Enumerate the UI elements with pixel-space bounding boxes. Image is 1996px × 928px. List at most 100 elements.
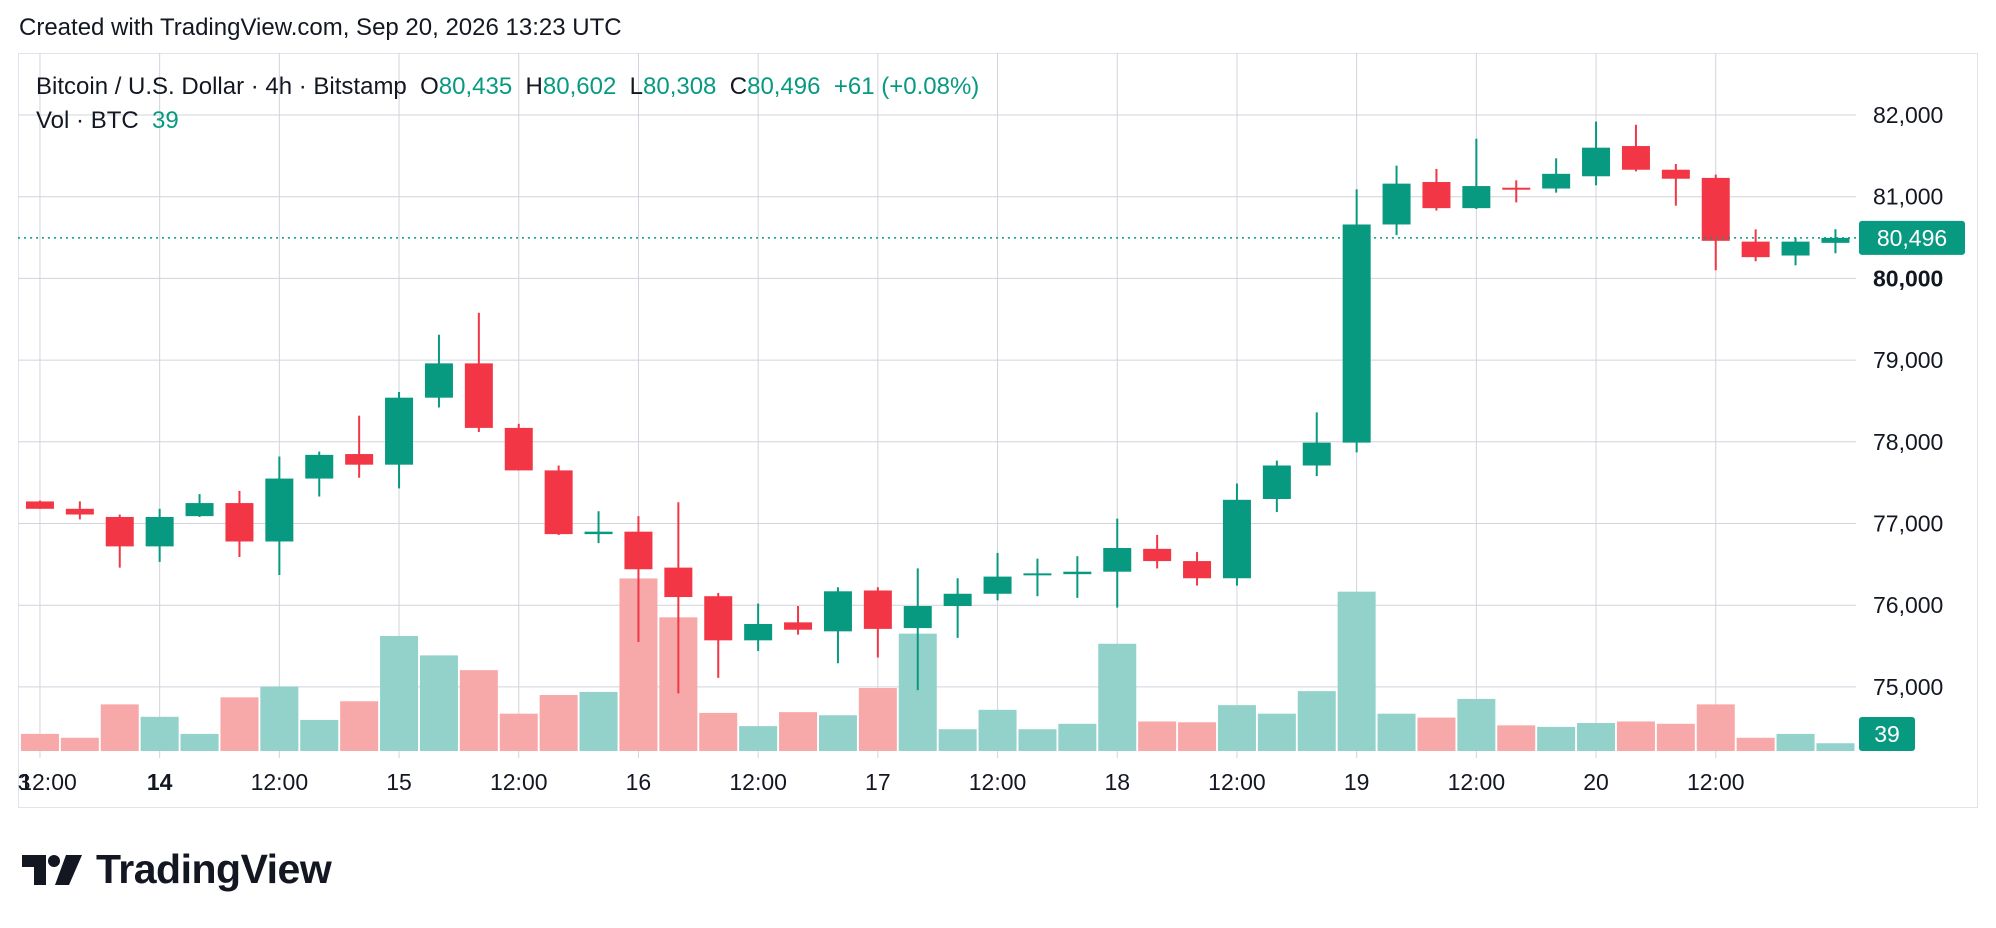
x-tick-label: 12:00 — [490, 769, 548, 795]
candle — [1382, 165, 1411, 236]
candle — [584, 511, 613, 544]
candle-body — [1661, 169, 1690, 179]
volume-bar — [180, 733, 219, 751]
chart-legend: Bitcoin / U.S. Dollar · 4h · Bitstamp O8… — [36, 70, 979, 138]
volume-bar — [978, 709, 1017, 751]
time-axis[interactable]: 312:00 14 12:00 15 12:00 16 12:00 17 12:00 18 12:0… — [18, 769, 1745, 795]
x-tick-label: 19 — [1344, 769, 1370, 795]
candle-body — [983, 576, 1012, 594]
y-tick-label: 81,000 — [1873, 184, 1943, 210]
volume-bar — [1457, 698, 1496, 751]
last-price-badge — [1859, 220, 1965, 255]
candle — [1342, 189, 1371, 453]
candle-body — [624, 531, 653, 570]
low-label: L — [629, 73, 643, 100]
candle — [504, 423, 533, 471]
candle — [225, 490, 254, 557]
candle-body — [1741, 241, 1770, 258]
candles — [25, 121, 1850, 694]
x-tick-label: 18 — [1104, 769, 1130, 795]
volume-bar — [1696, 704, 1735, 751]
candle — [1821, 229, 1850, 254]
candle-body — [664, 567, 693, 598]
candle-body — [225, 503, 254, 542]
last-price-line: 80,496 39 — [18, 220, 1965, 751]
candle-body — [1502, 187, 1531, 190]
volume-bar — [20, 733, 59, 751]
candle — [25, 500, 54, 509]
x-tick-label: 16 — [626, 769, 652, 795]
volume-bar — [140, 716, 179, 751]
candle-body — [185, 503, 214, 517]
volume-bar — [380, 635, 419, 751]
x-tick-label: 12:00 — [969, 769, 1027, 795]
candle-body — [424, 363, 453, 398]
volume-legend-row: Vol · BTC 39 — [36, 104, 979, 138]
volume-bar — [699, 712, 738, 751]
candle-body — [744, 623, 773, 641]
volume-bar — [1018, 729, 1057, 751]
candle — [1422, 168, 1451, 211]
candle — [1661, 164, 1690, 206]
last-volume-badge — [1859, 717, 1915, 751]
candle-body — [385, 397, 414, 465]
price-axis[interactable]: 82,000 81,000 80,000 79,000 78,000 77,000 76,0… — [1873, 102, 1943, 700]
candle-body — [1103, 548, 1132, 572]
volume-bar — [1417, 717, 1456, 751]
candle — [1063, 556, 1092, 598]
candle-body — [1063, 571, 1092, 575]
change-value: +61 (+0.08%) — [833, 73, 980, 100]
candle-body — [1422, 181, 1451, 209]
volume-bar — [220, 697, 259, 751]
candle-body — [345, 454, 374, 465]
candle — [664, 502, 693, 694]
candle — [305, 451, 334, 497]
volume-bar — [100, 704, 139, 751]
candle — [185, 494, 214, 517]
symbol-title[interactable]: Bitcoin / U.S. Dollar · 4h · Bitstamp — [36, 73, 407, 100]
volume-bar — [1776, 733, 1815, 751]
volume-bar — [1497, 725, 1536, 751]
volume-label[interactable]: Vol · BTC — [36, 107, 139, 134]
candle-body — [1821, 237, 1850, 243]
candle — [65, 501, 94, 520]
volume-bar — [1616, 721, 1655, 751]
candle — [744, 603, 773, 651]
x-tick-label: 12:00 — [1687, 769, 1745, 795]
candle-body — [305, 454, 334, 479]
candle — [784, 606, 813, 635]
candle — [704, 592, 733, 678]
tradingview-logo-icon — [22, 854, 82, 885]
volume-bar — [1577, 723, 1616, 751]
volume-bar — [1377, 713, 1416, 751]
y-tick-label: 82,000 — [1873, 102, 1943, 128]
candle — [345, 415, 374, 478]
candle-body — [823, 591, 852, 632]
volume-bar — [539, 695, 578, 751]
open-value: 80,435 — [438, 73, 513, 100]
y-tick-label: 79,000 — [1873, 347, 1943, 373]
ohlc-legend-row: Bitcoin / U.S. Dollar · 4h · Bitstamp O8… — [36, 70, 979, 104]
candle-body — [25, 501, 54, 509]
volume-bar — [1138, 721, 1177, 751]
candle-body — [584, 531, 613, 535]
candle — [424, 334, 453, 408]
volume-bar — [340, 701, 379, 751]
x-tick-label: 3 — [18, 769, 31, 795]
volume-bar — [260, 686, 299, 751]
volume-bar — [60, 737, 99, 751]
candle-body — [1302, 442, 1331, 466]
candle-body — [1462, 186, 1491, 209]
tradingview-logo[interactable]: TradingView — [22, 846, 332, 893]
volume-bar — [1297, 691, 1336, 751]
volume-bar — [1656, 723, 1695, 751]
candle — [863, 587, 892, 658]
candle-body — [504, 427, 533, 471]
candle-body — [1143, 548, 1172, 562]
candle — [1302, 412, 1331, 477]
candle-body — [1382, 183, 1411, 225]
candle-body — [1183, 561, 1212, 579]
candle-body — [704, 596, 733, 641]
volume-bar — [1217, 705, 1256, 751]
